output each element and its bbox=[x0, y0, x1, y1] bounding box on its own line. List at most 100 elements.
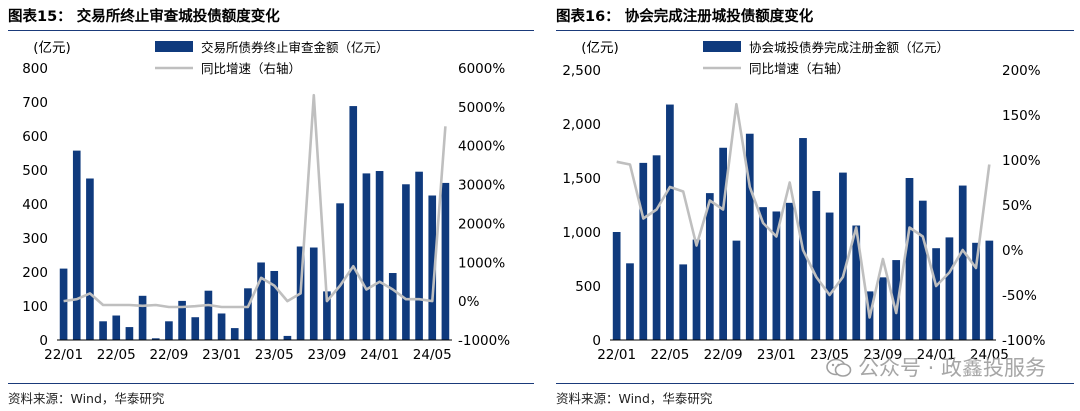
growth-line bbox=[63, 93, 447, 309]
footer-divider bbox=[556, 383, 1074, 384]
y2-tick-label: -50% bbox=[1002, 288, 1037, 304]
y2-tick-label: 6000% bbox=[458, 61, 505, 77]
footer-divider bbox=[8, 383, 534, 384]
watermark: 公众号 · 政鑫投服务 bbox=[826, 352, 1046, 382]
x-tick-label: 24/01 bbox=[360, 347, 399, 363]
x-tick-label: 22/09 bbox=[149, 347, 188, 363]
title-divider bbox=[8, 30, 534, 31]
bar bbox=[125, 327, 134, 340]
legend-label-line: 同比增速（右轴） bbox=[201, 61, 301, 76]
y2-tick-label: 150% bbox=[1002, 108, 1041, 124]
bar bbox=[165, 321, 173, 340]
bar bbox=[839, 172, 847, 340]
left-axis-unit: (亿元) bbox=[581, 40, 619, 56]
bar bbox=[799, 138, 807, 340]
x-tick-label: 23/01 bbox=[202, 347, 241, 363]
x-tick-label: 24/05 bbox=[413, 347, 452, 363]
source-note: 资料来源：Wind，华泰研究 bbox=[556, 391, 713, 406]
y-tick-label: 1,500 bbox=[562, 171, 601, 187]
legend-swatch-bar bbox=[155, 41, 193, 52]
y-tick-label: 0 bbox=[39, 333, 48, 349]
bar bbox=[825, 212, 834, 340]
legend-swatch-bar bbox=[703, 41, 741, 52]
bar bbox=[362, 173, 371, 340]
y-tick-label: 600 bbox=[22, 129, 48, 145]
bar bbox=[932, 248, 940, 340]
y2-tick-label: 1000% bbox=[458, 255, 505, 271]
bar bbox=[204, 290, 213, 340]
y2-tick-label: 200% bbox=[1002, 63, 1041, 79]
legend-label-bar: 交易所债券终止审查金额（亿元） bbox=[201, 40, 389, 55]
figure-title: 图表15： 交易所终止审查城投债额度变化 bbox=[8, 9, 280, 25]
bar bbox=[59, 268, 68, 340]
bar bbox=[985, 240, 994, 340]
bar bbox=[945, 237, 954, 340]
x-tick-label: 24/01 bbox=[917, 347, 956, 363]
y2-tick-label: 0% bbox=[458, 294, 480, 310]
x-tick-label: 24/05 bbox=[970, 347, 1009, 363]
bar bbox=[719, 147, 727, 340]
chart-exchange-termination: (亿元) 0 100 200 300 400 500 600 700 800 -1000% 0% 100… bbox=[22, 40, 510, 363]
y-tick-label: 800 bbox=[22, 61, 48, 77]
bar bbox=[852, 225, 861, 340]
bar bbox=[191, 317, 200, 340]
y-tick-label: 300 bbox=[22, 231, 48, 247]
x-tick-label: 23/01 bbox=[757, 347, 796, 363]
y-tick-label: 200 bbox=[22, 265, 48, 281]
y-tick-label: 100 bbox=[22, 299, 48, 315]
y2-tick-label: 2000% bbox=[458, 216, 505, 232]
bar bbox=[99, 321, 107, 340]
bar bbox=[666, 104, 674, 340]
x-tick-label: 23/09 bbox=[863, 347, 902, 363]
bar bbox=[705, 193, 714, 340]
y2-tick-label: 4000% bbox=[458, 139, 505, 155]
growth-line bbox=[616, 102, 991, 319]
y2-tick-label: 100% bbox=[1002, 153, 1041, 169]
x-tick-label: 23/05 bbox=[255, 347, 294, 363]
bar bbox=[151, 338, 160, 340]
bar bbox=[72, 150, 81, 340]
bar bbox=[270, 270, 279, 340]
y-tick-label: 500 bbox=[22, 163, 48, 179]
bar bbox=[905, 178, 914, 340]
bar bbox=[217, 313, 226, 340]
bar bbox=[402, 184, 410, 340]
x-tick-label: 22/05 bbox=[97, 347, 136, 363]
bar bbox=[415, 171, 423, 340]
bar bbox=[652, 155, 661, 340]
y-tick-label: 400 bbox=[22, 197, 48, 213]
left-axis-unit: (亿元) bbox=[33, 40, 71, 56]
legend-label-bar: 协会城投债券完成注册金额（亿元） bbox=[749, 40, 949, 55]
bar bbox=[892, 260, 901, 340]
watermark-text: 公众号 · 政鑫投服务 bbox=[857, 356, 1046, 380]
bar bbox=[785, 202, 794, 340]
bar bbox=[732, 240, 741, 340]
bar bbox=[375, 171, 384, 340]
bar bbox=[230, 328, 239, 340]
figure-16: 图表16： 协会完成注册城投债额度变化 (亿元) 0 500 1,000 1,500 2,… bbox=[548, 0, 1080, 411]
y2-tick-label: 5000% bbox=[458, 100, 505, 116]
figure-title: 图表16： 协会完成注册城投债额度变化 bbox=[556, 9, 814, 25]
y2-tick-label: 3000% bbox=[458, 178, 505, 194]
bar bbox=[257, 262, 265, 340]
legend-label-line: 同比增速（右轴） bbox=[749, 61, 849, 76]
bar bbox=[244, 288, 252, 340]
y-tick-label: 1,000 bbox=[562, 225, 601, 241]
figure-15: 图表15： 交易所终止审查城投债额度变化 (亿元) 0 100 200 300 400 50… bbox=[8, 9, 534, 406]
bar bbox=[323, 291, 331, 340]
title-divider bbox=[556, 30, 1074, 31]
bar bbox=[388, 273, 397, 340]
bar bbox=[349, 106, 358, 340]
x-tick-label: 22/09 bbox=[704, 347, 743, 363]
bar bbox=[772, 211, 781, 340]
bar bbox=[86, 178, 94, 340]
bar bbox=[918, 200, 927, 340]
bar bbox=[879, 277, 887, 340]
x-tick-label: 22/01 bbox=[597, 347, 636, 363]
y2-tick-label: -100% bbox=[1002, 333, 1046, 349]
bar bbox=[626, 263, 634, 340]
bar bbox=[759, 207, 767, 340]
bar bbox=[112, 315, 121, 340]
bar bbox=[958, 185, 967, 340]
y-tick-label: 500 bbox=[575, 279, 601, 295]
